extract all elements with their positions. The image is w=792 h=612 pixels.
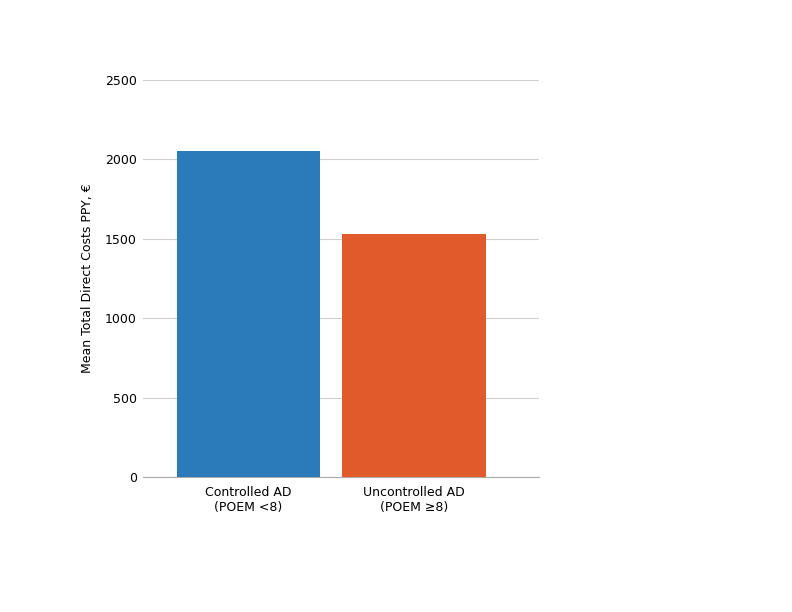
- Bar: [342, 234, 485, 477]
- Bar: [177, 151, 320, 477]
- Y-axis label: Mean Total Direct Costs PPY, €: Mean Total Direct Costs PPY, €: [81, 184, 94, 373]
